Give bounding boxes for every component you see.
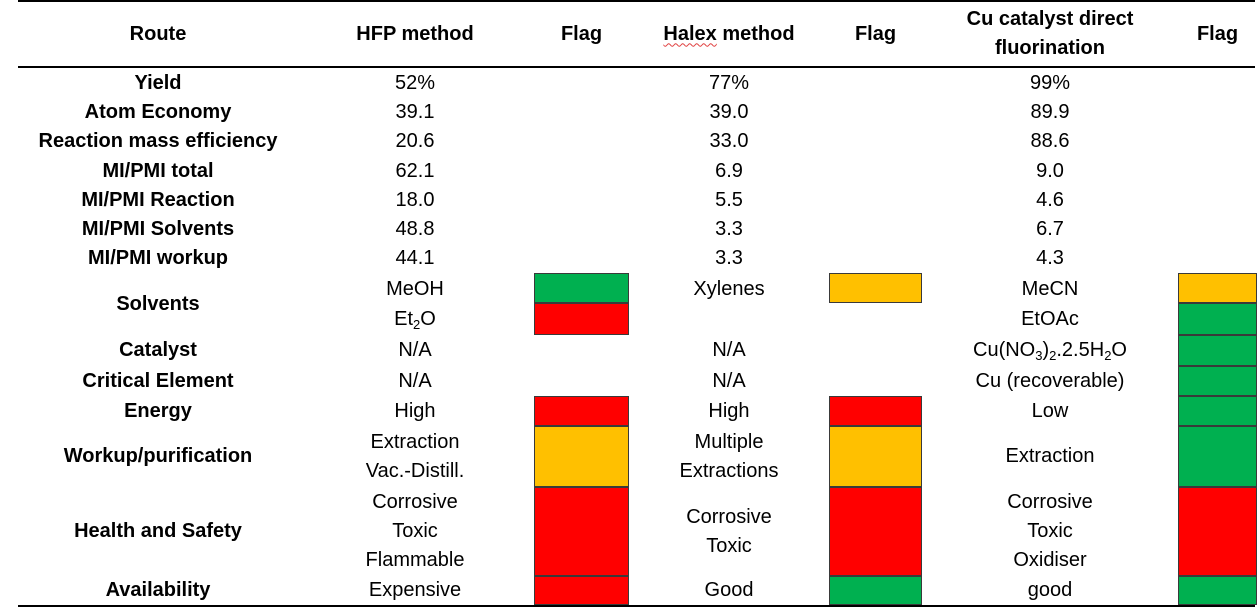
row-label: Availability bbox=[105, 579, 211, 601]
flag-cell bbox=[1178, 335, 1257, 366]
cu-value: Extraction bbox=[1005, 445, 1095, 467]
cu-value: 4.6 bbox=[1036, 189, 1064, 211]
flag-cell bbox=[1178, 396, 1257, 426]
flag-cell bbox=[1178, 303, 1257, 335]
flag-cell bbox=[534, 576, 629, 605]
flag-cell bbox=[829, 426, 922, 487]
flag-cell bbox=[829, 396, 922, 426]
row-label: MI/PMI Reaction bbox=[81, 189, 235, 211]
hfp-value: N/A bbox=[398, 369, 432, 392]
header-flag-halex: Flag bbox=[854, 22, 897, 45]
header-halex-method: Halex method bbox=[663, 22, 795, 45]
row-label: MI/PMI Solvents bbox=[81, 218, 235, 240]
row-label: Catalyst bbox=[119, 339, 197, 361]
cu-value: 6.7 bbox=[1036, 218, 1064, 240]
halex-value: Good bbox=[704, 579, 754, 601]
halex-value: 3.3 bbox=[715, 218, 743, 240]
row-label: Yield bbox=[134, 72, 182, 94]
bottom-rule bbox=[18, 605, 1255, 607]
hfp-value: High bbox=[394, 399, 436, 422]
flag-cell bbox=[1178, 426, 1257, 487]
halex-value: Corrosive Toxic bbox=[686, 505, 772, 557]
halex-value: N/A bbox=[712, 339, 746, 361]
halex-value: High bbox=[708, 399, 750, 422]
flag-cell bbox=[534, 396, 629, 426]
halex-solvent-1: Xylenes bbox=[693, 277, 765, 300]
hfp-value: 20.6 bbox=[395, 130, 435, 152]
hfp-value: 18.0 bbox=[395, 189, 435, 211]
cu-value: 99% bbox=[1029, 72, 1071, 94]
flag-cell bbox=[1178, 487, 1257, 576]
row-label: Atom Economy bbox=[84, 101, 232, 123]
flag-cell bbox=[534, 303, 629, 335]
hfp-value: 39.1 bbox=[395, 101, 435, 123]
cu-value: Low bbox=[1031, 399, 1069, 422]
row-label: MI/PMI workup bbox=[88, 247, 228, 269]
halex-value: 77% bbox=[708, 72, 750, 94]
hfp-value: 44.1 bbox=[395, 247, 435, 269]
flag-cell bbox=[829, 273, 922, 303]
cu-solvent-2: EtOAc bbox=[1021, 308, 1079, 330]
row-label: Workup/purification bbox=[63, 445, 253, 467]
halex-value: 39.0 bbox=[709, 101, 749, 123]
cu-solvent-1: MeCN bbox=[1021, 277, 1079, 300]
halex-value: 6.9 bbox=[715, 160, 743, 182]
header-route: Route bbox=[129, 22, 187, 45]
hfp-value: Extraction Vac.-Distill. bbox=[365, 430, 465, 482]
flag-cell bbox=[534, 487, 629, 576]
header-flag-hfp: Flag bbox=[560, 22, 603, 45]
halex-value: 3.3 bbox=[715, 247, 743, 269]
flag-cell bbox=[1178, 273, 1257, 303]
flag-cell bbox=[829, 576, 922, 605]
cu-value: good bbox=[1027, 579, 1073, 601]
flag-cell bbox=[534, 426, 629, 487]
cu-value: Cu(NO3)2.2.5H2O bbox=[973, 339, 1127, 363]
flag-cell bbox=[1178, 366, 1257, 396]
hfp-solvent-1: MeOH bbox=[386, 277, 444, 300]
halex-value: N/A bbox=[712, 369, 746, 392]
hfp-value: 62.1 bbox=[395, 160, 435, 182]
cu-value: 89.9 bbox=[1030, 101, 1070, 123]
flag-cell bbox=[534, 273, 629, 303]
flag-cell bbox=[829, 487, 922, 576]
cu-value: 9.0 bbox=[1036, 160, 1064, 182]
hfp-value: 52% bbox=[394, 72, 436, 94]
halex-value: Multiple Extractions bbox=[679, 430, 779, 482]
hfp-value: N/A bbox=[398, 339, 432, 361]
hfp-solvent-2: Et2O bbox=[394, 308, 436, 332]
hfp-value: Corrosive Toxic Flammable bbox=[365, 491, 465, 571]
row-label: Energy bbox=[124, 399, 192, 422]
cu-value: 88.6 bbox=[1030, 130, 1070, 152]
header-flag-cu: Flag bbox=[1196, 22, 1239, 45]
row-label: Reaction mass efficiency bbox=[38, 130, 278, 152]
cu-value: Corrosive Toxic Oxidiser bbox=[1007, 491, 1093, 571]
header-hfp-method: HFP method bbox=[356, 22, 474, 45]
row-label: Health and Safety bbox=[74, 520, 242, 542]
header-rule bbox=[18, 66, 1255, 68]
top-rule bbox=[18, 0, 1255, 2]
cu-value: 4.3 bbox=[1036, 247, 1064, 269]
row-label: Critical Element bbox=[82, 369, 234, 392]
hfp-value: 48.8 bbox=[395, 218, 435, 240]
hfp-value: Expensive bbox=[368, 579, 462, 601]
row-label: Solvents bbox=[116, 293, 200, 315]
cu-value: Cu (recoverable) bbox=[975, 369, 1125, 392]
flag-cell bbox=[1178, 576, 1257, 605]
row-label: MI/PMI total bbox=[102, 160, 214, 182]
halex-value: 5.5 bbox=[715, 189, 743, 211]
header-cu-catalyst: Cu catalyst direct fluorination bbox=[966, 8, 1134, 59]
halex-value: 33.0 bbox=[709, 130, 749, 152]
